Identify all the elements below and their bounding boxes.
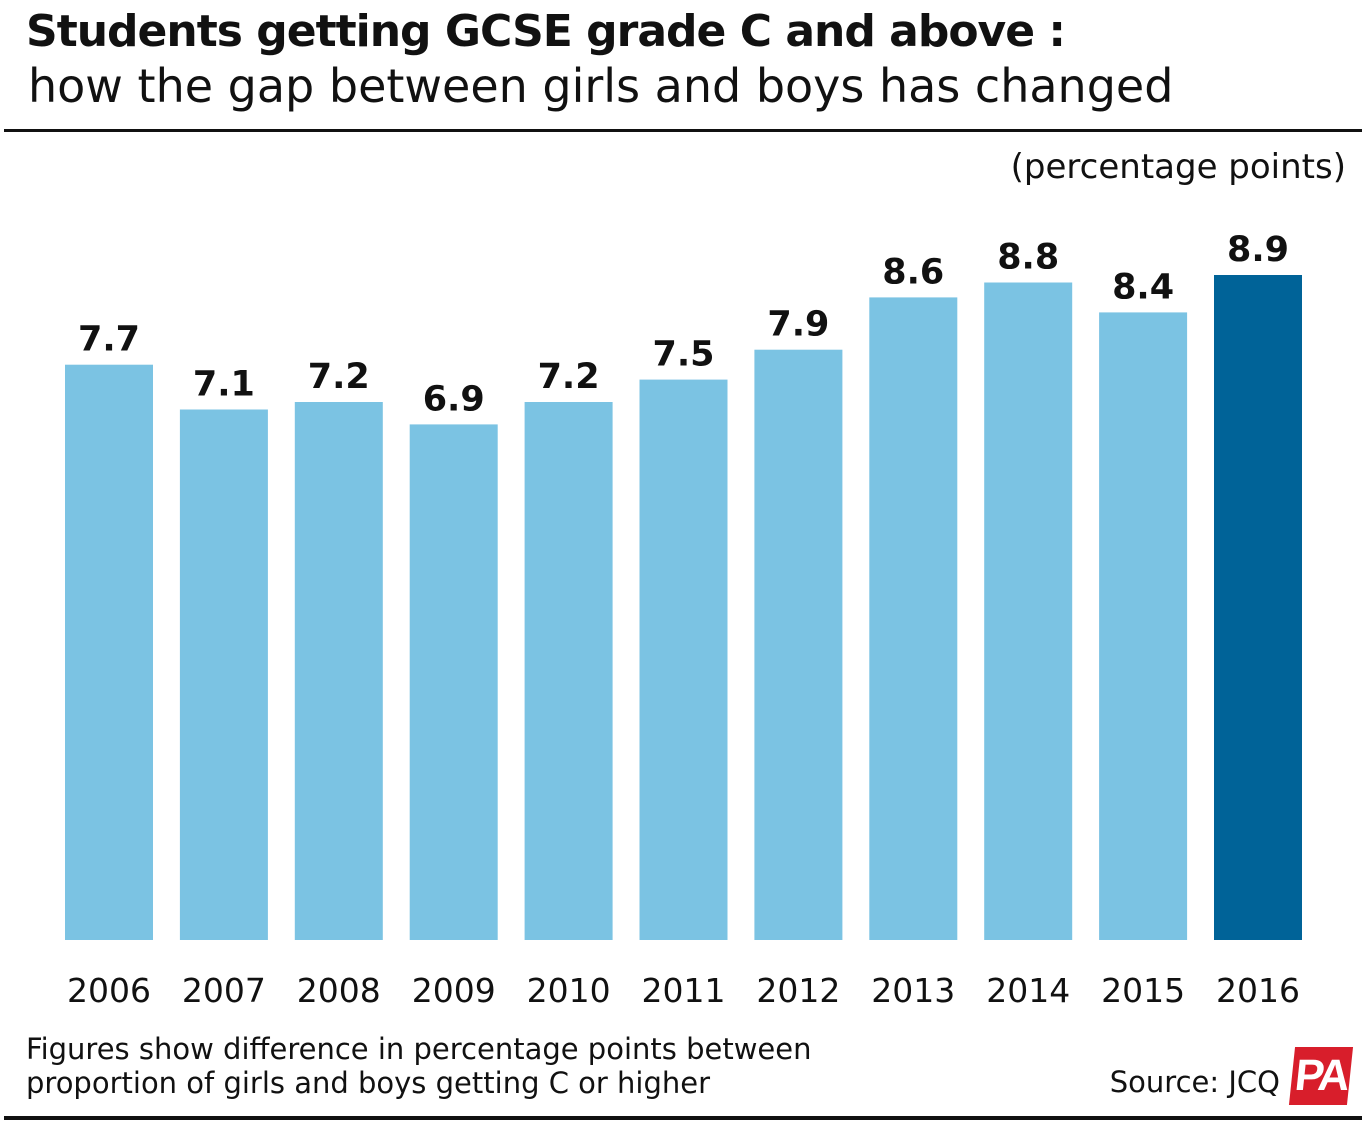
x-tick-2011: 2011 [642, 971, 726, 1010]
bar-2015 [1099, 312, 1188, 940]
bottom-divider [4, 1116, 1362, 1120]
value-label-2008: 7.2 [308, 357, 370, 397]
x-tick-2015: 2015 [1101, 971, 1185, 1010]
chart-title: Students getting GCSE grade C and above … [26, 6, 1066, 57]
value-label-2009: 6.9 [423, 379, 485, 419]
value-label-2006: 7.7 [78, 320, 140, 360]
unit-label: (percentage points) [1010, 147, 1346, 187]
value-label-2007: 7.1 [193, 365, 255, 405]
x-tick-2016: 2016 [1216, 971, 1300, 1010]
x-tick-2013: 2013 [871, 971, 955, 1010]
bar-2011 [639, 379, 728, 941]
x-tick-2014: 2014 [986, 971, 1070, 1010]
value-label-2014: 8.8 [997, 238, 1059, 278]
bar-2009 [409, 424, 498, 940]
pa-logo: PA [1288, 1047, 1354, 1105]
bar-2014 [984, 282, 1073, 940]
value-label-2011: 7.5 [652, 335, 714, 375]
x-tick-2006: 2006 [67, 971, 151, 1010]
footnote: Figures show difference in percentage po… [26, 1032, 812, 1100]
value-label-2015: 8.4 [1112, 267, 1174, 307]
value-label-2016: 8.9 [1227, 230, 1289, 270]
bar-2016 [1214, 275, 1302, 940]
bar-2010 [524, 402, 613, 940]
bar-2013 [869, 297, 958, 940]
x-tick-2008: 2008 [297, 971, 381, 1010]
top-divider [4, 129, 1362, 132]
value-label-2013: 8.6 [882, 252, 944, 292]
footnote-line-2: proportion of girls and boys getting C o… [26, 1066, 711, 1100]
source-label: Source: JCQ [1109, 1065, 1280, 1099]
x-tick-2009: 2009 [412, 971, 496, 1010]
value-label-2012: 7.9 [767, 305, 829, 345]
bar-2012 [754, 349, 843, 940]
bar-2006 [65, 364, 153, 940]
footnote-line-1: Figures show difference in percentage po… [26, 1032, 812, 1066]
bar-2007 [179, 409, 268, 940]
value-label-2010: 7.2 [538, 357, 600, 397]
x-tick-2010: 2010 [527, 971, 611, 1010]
chart-subtitle: how the gap between girls and boys has c… [28, 59, 1174, 113]
x-tick-2012: 2012 [756, 971, 840, 1010]
bar-2008 [294, 402, 383, 940]
x-tick-2007: 2007 [182, 971, 266, 1010]
